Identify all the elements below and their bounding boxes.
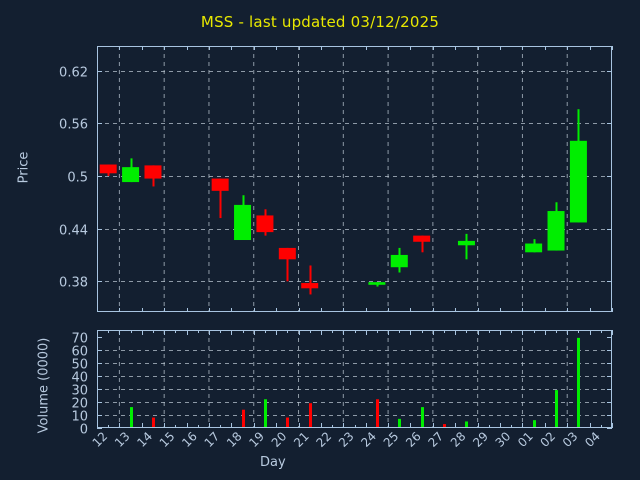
chart-title: MSS - last updated 03/12/2025 [200, 13, 440, 31]
x-tick-label: 04 [582, 429, 603, 450]
x-tick-label: 27 [425, 429, 446, 450]
x-tick-label: 21 [291, 429, 312, 450]
x-tick-label: 24 [358, 429, 379, 450]
candlestick [547, 202, 565, 251]
candlestick [234, 195, 252, 241]
x-axis-label: Day [260, 455, 286, 470]
candlestick [457, 233, 475, 260]
x-tick-label: 02 [537, 429, 558, 450]
volume-tick-label: 70 [71, 332, 88, 347]
candlestick [144, 165, 162, 187]
price-tick-label: 0.38 [59, 276, 88, 291]
volume-tick-label: 20 [71, 397, 88, 412]
volume-tick-label: 0 [80, 423, 88, 438]
x-tick-label: 15 [157, 429, 178, 450]
candlestick [301, 265, 319, 295]
candlestick [99, 164, 117, 176]
candlestick [525, 239, 543, 253]
volume-series [130, 337, 580, 427]
price-gridlines [97, 46, 612, 312]
volume-tick-label: 30 [71, 384, 88, 399]
price-tick-label: 0.56 [59, 118, 88, 133]
x-tick-label: 03 [560, 429, 581, 450]
x-tick-label: 12 [90, 429, 111, 450]
x-tick-label: 13 [112, 429, 133, 450]
x-tick-label: 26 [403, 429, 424, 450]
price-tick-label: 0.62 [59, 66, 88, 81]
x-axis-ticks: 12 13 14 15 16 17 18 19 20 21 22 23 24 25 26 27 28 29 30 01… [90, 429, 603, 450]
candlestick [122, 158, 140, 183]
x-tick-label: 25 [381, 429, 402, 450]
price-tick-label: 0.44 [59, 224, 88, 239]
candlestick [278, 247, 296, 282]
x-tick-label: 29 [470, 429, 491, 450]
candlestick [390, 247, 408, 273]
volume-tick-label: 60 [71, 345, 88, 360]
price-plot-frame [97, 46, 613, 312]
candlestick [211, 178, 229, 219]
volume-tick-label: 40 [71, 371, 88, 386]
candlestick-series [99, 109, 587, 295]
x-tick-label: 18 [224, 429, 245, 450]
x-tick-label: 20 [269, 429, 290, 450]
x-tick-label: 28 [448, 429, 469, 450]
volume-tick-label: 10 [71, 410, 88, 425]
x-tick-label: 16 [179, 429, 200, 450]
candlestick [413, 235, 431, 253]
x-tick-label: 19 [246, 429, 267, 450]
volume-plot-frame [97, 330, 613, 428]
x-tick-label: 22 [314, 429, 335, 450]
candlestick [569, 109, 587, 223]
volume-gridlines [97, 330, 612, 428]
price-axis-ticks: 0.62 0.56 0.5 0.44 0.38 [59, 66, 612, 291]
price-tick-label: 0.5 [67, 171, 88, 186]
volume-tick-label: 50 [71, 358, 88, 373]
candlestick [256, 209, 274, 236]
x-tick-label: 17 [202, 429, 223, 450]
x-tick-label: 30 [493, 429, 514, 450]
x-tick-label: 14 [134, 429, 155, 450]
candlestick [368, 282, 386, 287]
x-tick-label: 23 [336, 429, 357, 450]
x-tick-label: 01 [515, 429, 536, 450]
